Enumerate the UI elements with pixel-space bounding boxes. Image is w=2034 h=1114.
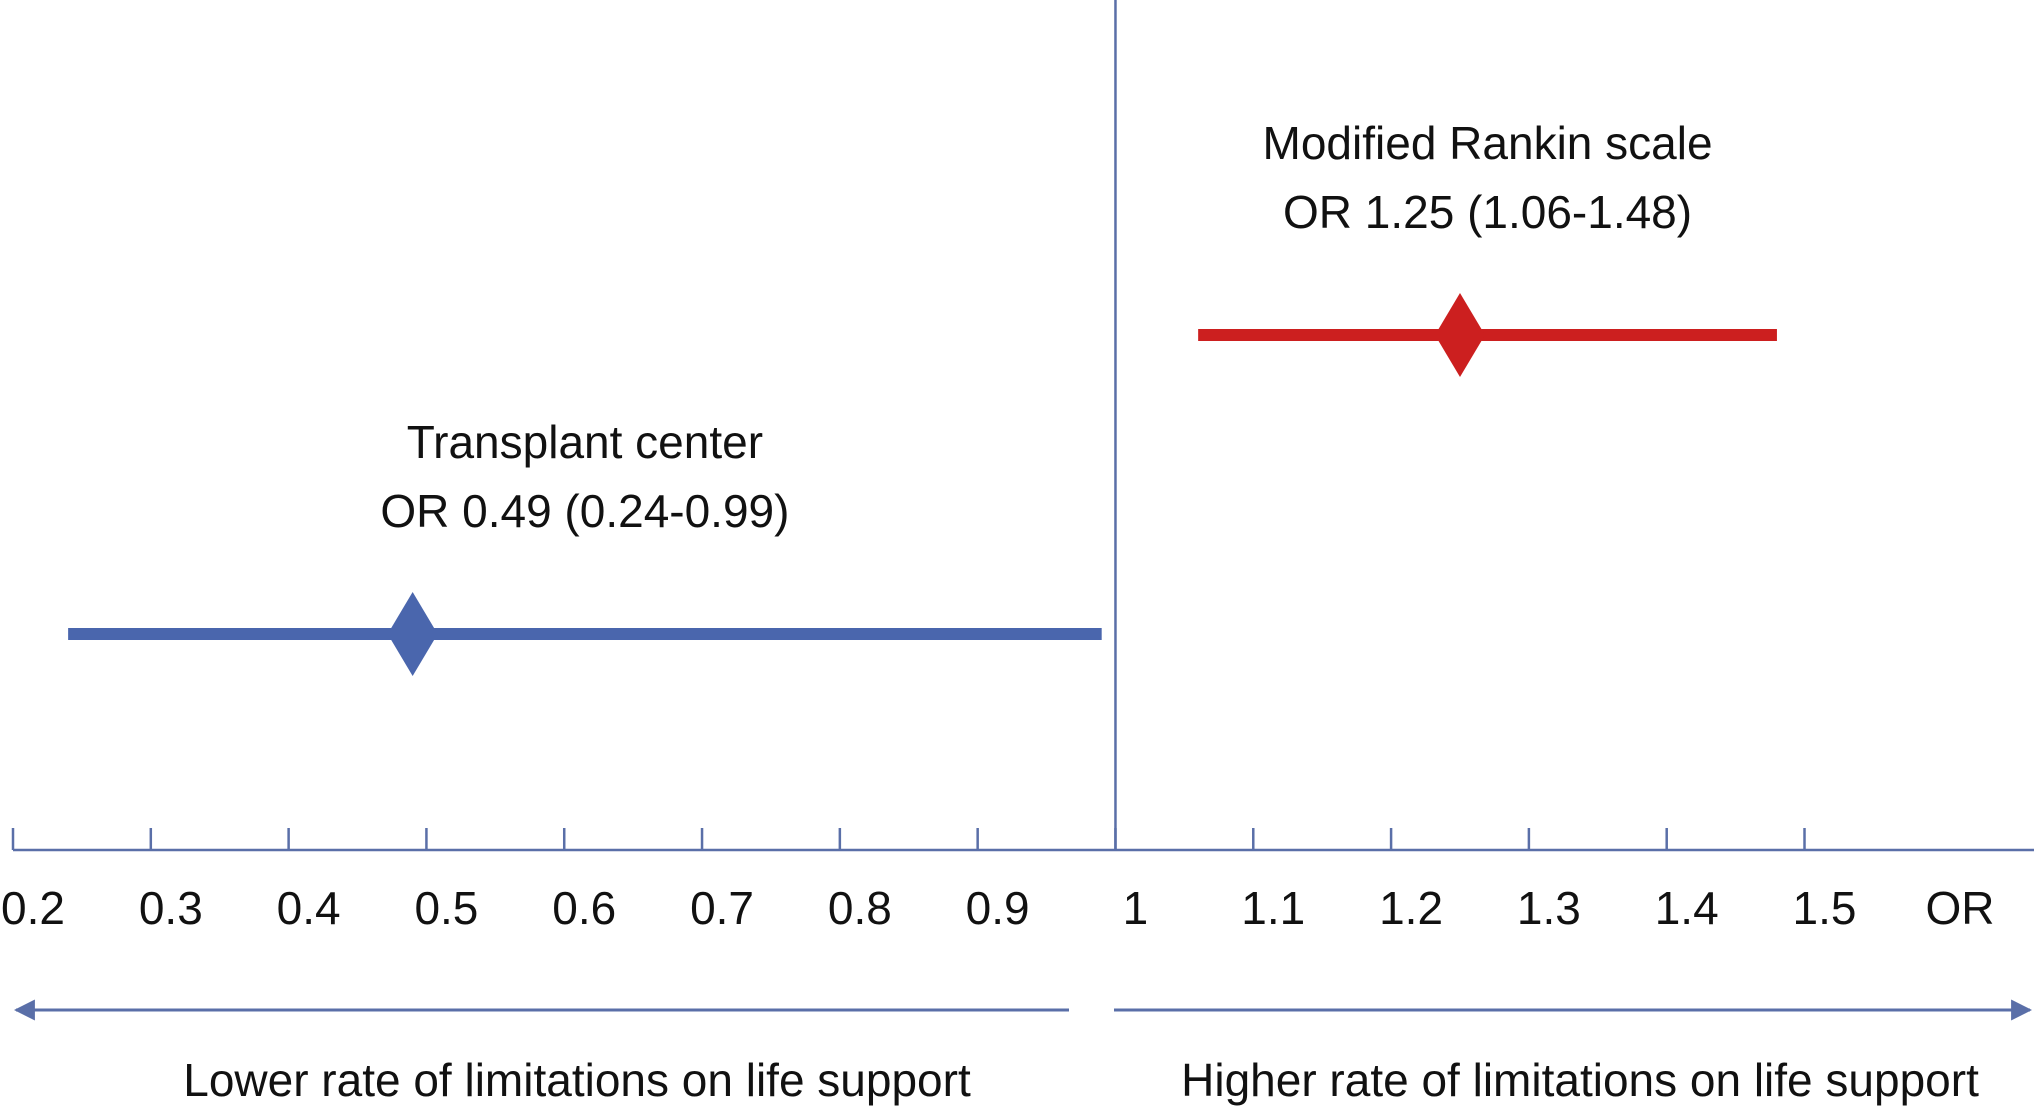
series-name: Transplant center	[407, 416, 763, 468]
series-label: OR 1.25 (1.06-1.48)	[1283, 186, 1692, 238]
x-tick-label: 1.4	[1655, 882, 1719, 934]
x-tick-label: 0.5	[414, 882, 478, 934]
x-tick-label: 0.6	[552, 882, 616, 934]
annotation: Higher rate of limitations on life suppo…	[1181, 1054, 1979, 1106]
point-estimate	[1434, 293, 1485, 377]
x-axis-label: OR	[1926, 882, 1995, 934]
x-tick-label: 1.1	[1241, 882, 1305, 934]
x-tick-label: 1.3	[1517, 882, 1581, 934]
x-tick-label: 0.9	[966, 882, 1030, 934]
x-tick-label: 0.4	[277, 882, 341, 934]
series-name: Modified Rankin scale	[1263, 117, 1713, 169]
point-estimate	[387, 592, 438, 676]
x-tick-label: 0.2	[1, 882, 65, 934]
x-tick-label: 0.7	[690, 882, 754, 934]
x-tick-label: 0.3	[139, 882, 203, 934]
x-tick-label: 1.5	[1793, 882, 1857, 934]
annotation: Lower rate of limitations on life suppor…	[183, 1054, 971, 1106]
x-tick-label: 0.8	[828, 882, 892, 934]
series-label: OR 0.49 (0.24-0.99)	[380, 485, 789, 537]
x-tick-label: 1.2	[1379, 882, 1443, 934]
x-tick-label: 1	[1123, 882, 1149, 934]
